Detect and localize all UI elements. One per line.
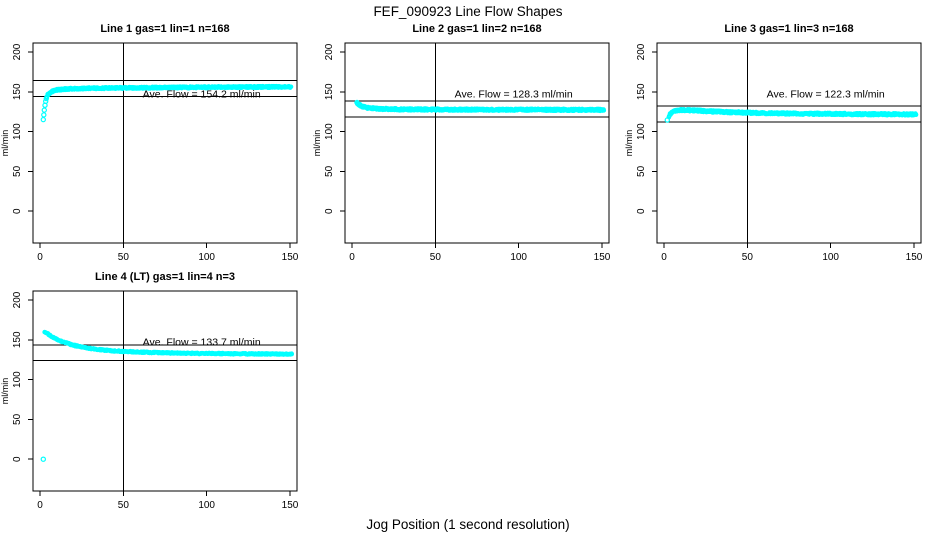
y-tick-label: 100 xyxy=(636,123,647,140)
y-tick-label: 150 xyxy=(12,331,23,348)
x-tick-label: 0 xyxy=(349,252,355,263)
x-tick-label: 0 xyxy=(37,252,43,263)
subplot-line-4: Line 4 (LT) gas=1 lin=4 n=3 0 50 100 150 0 50 1… xyxy=(0,248,312,518)
x-tick-label: 150 xyxy=(906,252,923,263)
x-tick-label: 100 xyxy=(510,252,527,263)
y-axis-title: ml/min xyxy=(0,130,10,157)
data-point xyxy=(802,110,808,116)
y-tick-label: 200 xyxy=(636,43,647,60)
y-tick-label: 0 xyxy=(12,208,23,214)
subplot-svg: Line 3 gas=1 lin=3 n=168 0 50 100 150 0 50 100 1… xyxy=(624,23,923,263)
y-tick-label: 0 xyxy=(636,208,647,214)
data-point xyxy=(288,85,293,90)
y-tick-label: 100 xyxy=(12,371,23,388)
plot-frame xyxy=(656,42,922,244)
x-tick-label: 50 xyxy=(430,252,442,263)
y-axis-title: ml/min xyxy=(624,130,634,157)
outlier-point xyxy=(664,117,671,123)
x-axis-label: Jog Position (1 second resolution) xyxy=(366,517,570,532)
outlier-point xyxy=(41,107,48,113)
ave-flow-annotation: Ave. Flow = 128.3 ml/min xyxy=(455,88,573,100)
x-tick-label: 150 xyxy=(282,252,299,263)
subplot-title: Line 4 (LT) gas=1 lin=4 n=3 xyxy=(95,271,235,283)
data-point xyxy=(581,107,586,113)
y-tick-label: 50 xyxy=(12,165,23,177)
data-point xyxy=(289,351,294,357)
data-point xyxy=(51,335,57,340)
subplot-title: Line 1 gas=1 lin=1 n=168 xyxy=(100,23,229,35)
data-point xyxy=(667,111,673,116)
data-point xyxy=(913,112,919,118)
x-tick-label: 100 xyxy=(198,500,215,511)
data-point xyxy=(601,107,606,113)
y-tick-label: 100 xyxy=(12,123,23,140)
data-series xyxy=(40,83,294,123)
y-axis-title: ml/min xyxy=(0,378,10,405)
x-tick-label: 100 xyxy=(822,252,839,263)
plot-frame xyxy=(344,42,610,244)
subplot-title: Line 3 gas=1 lin=3 n=168 xyxy=(724,23,853,35)
data-point xyxy=(166,350,172,356)
x-tick-label: 100 xyxy=(198,252,215,263)
data-series xyxy=(354,99,607,114)
outlier-point xyxy=(41,112,47,118)
data-point xyxy=(197,351,202,357)
y-tick-label: 100 xyxy=(324,123,335,140)
x-tick-label: 50 xyxy=(118,500,130,511)
subplot-svg: Line 2 gas=1 lin=2 n=168 0 50 100 150 0 50 100 1… xyxy=(312,23,611,263)
y-tick-label: 50 xyxy=(636,165,647,177)
data-point xyxy=(359,103,365,109)
ave-flow-annotation: Ave. Flow = 133.7 ml/min xyxy=(143,336,261,348)
outlier-point xyxy=(354,99,360,106)
subplot-line-3: Line 3 gas=1 lin=3 n=168 0 50 100 150 0 50 100 1… xyxy=(624,0,936,270)
y-tick-label: 150 xyxy=(12,83,23,100)
y-tick-label: 150 xyxy=(324,83,335,100)
x-tick-label: 50 xyxy=(118,252,130,263)
y-tick-label: 200 xyxy=(324,43,335,60)
y-tick-label: 50 xyxy=(12,413,23,425)
subplot-line-2: Line 2 gas=1 lin=2 n=168 0 50 100 150 0 50 100 1… xyxy=(312,0,624,270)
y-tick-label: 0 xyxy=(324,208,335,214)
ave-flow-annotation: Ave. Flow = 122.3 ml/min xyxy=(767,88,885,100)
outlier-point xyxy=(43,98,49,105)
x-tick-label: 0 xyxy=(37,500,43,511)
data-series xyxy=(664,106,919,123)
y-tick-label: 0 xyxy=(12,456,23,462)
data-point xyxy=(561,107,566,112)
x-tick-label: 50 xyxy=(742,252,754,263)
x-tick-label: 150 xyxy=(282,500,299,511)
outlier-point xyxy=(40,456,47,462)
subplot-svg: Line 1 gas=1 lin=1 n=168 0 50 100 150 0 50 100 1… xyxy=(0,23,299,263)
y-tick-label: 200 xyxy=(12,291,23,308)
data-point xyxy=(142,85,147,90)
data-point xyxy=(246,84,252,89)
subplot-title: Line 2 gas=1 lin=2 n=168 xyxy=(412,23,541,35)
y-axis-title: ml/min xyxy=(312,130,322,157)
subplot-svg: Line 4 (LT) gas=1 lin=4 n=3 0 50 100 150 0 50 1… xyxy=(0,271,299,511)
data-point xyxy=(173,350,178,355)
plot-frame xyxy=(32,42,298,244)
y-tick-label: 200 xyxy=(12,43,23,60)
data-series xyxy=(40,329,294,462)
y-tick-label: 50 xyxy=(324,165,335,177)
ave-flow-annotation: Ave. Flow = 154.2 ml/min xyxy=(143,88,261,100)
subplot-line-1: Line 1 gas=1 lin=1 n=168 0 50 100 150 0 50 100 1… xyxy=(0,0,312,270)
outlier-point xyxy=(43,95,50,102)
outlier-point xyxy=(40,116,47,123)
plot-frame xyxy=(32,290,298,492)
page-title: FEF_090923 Line Flow Shapes xyxy=(373,4,563,19)
y-tick-label: 150 xyxy=(636,83,647,100)
data-point xyxy=(197,85,202,90)
data-point xyxy=(531,107,537,113)
x-tick-label: 0 xyxy=(661,252,667,263)
x-tick-label: 150 xyxy=(594,252,611,263)
